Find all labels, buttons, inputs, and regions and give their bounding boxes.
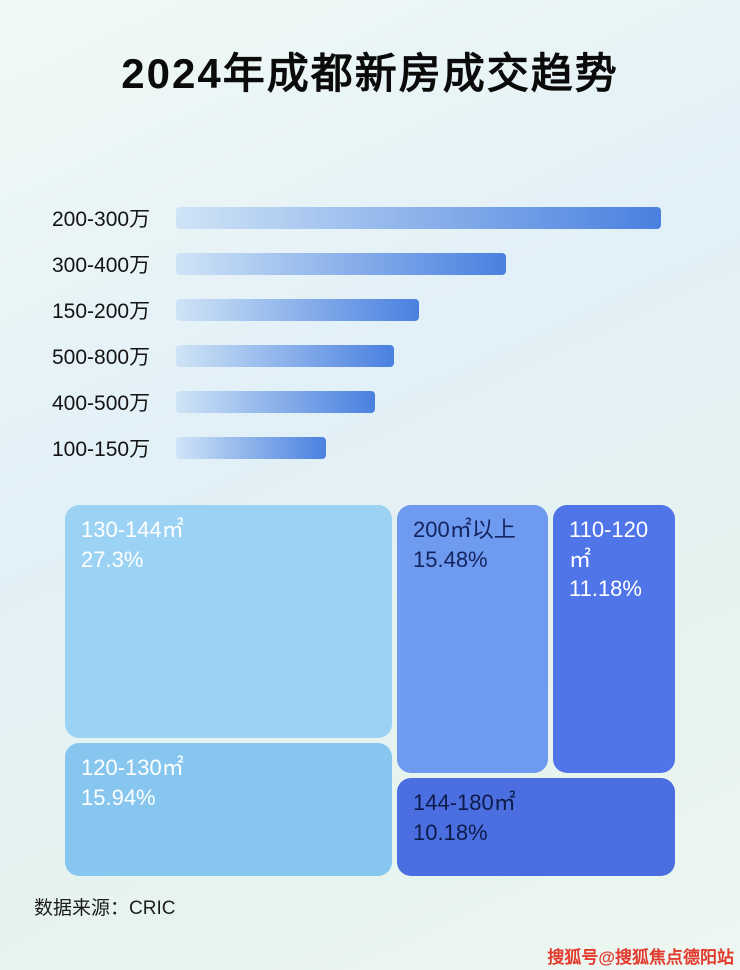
treemap-block-200plus: 200㎡以上 15.48% — [397, 505, 548, 773]
price-band-bar-chart: 200-300万 300-400万 150-200万 500-800万 400-… — [52, 195, 740, 471]
bar-500-800w — [176, 345, 394, 367]
page-title: 2024年成都新房成交趋势 — [121, 50, 619, 97]
block-value: 11.18% — [569, 576, 642, 602]
bar-row: 300-400万 — [52, 241, 740, 287]
bar-category-label: 200-300万 — [52, 208, 151, 231]
data-source-label: 数据来源：CRIC — [34, 898, 176, 919]
bar-row: 200-300万 — [52, 195, 740, 241]
treemap-block-110-120: 110-120㎡ 11.18% — [553, 505, 675, 773]
block-label: 130-144㎡ — [81, 517, 184, 542]
bar-400-500w — [176, 391, 375, 413]
block-value: 15.48% — [413, 546, 488, 572]
block-label: 110-120㎡ — [569, 517, 649, 572]
treemap-block-130-144: 130-144㎡ 27.3% — [65, 505, 392, 738]
bar-100-150w — [176, 437, 326, 459]
bar-category-label: 500-800万 — [52, 346, 151, 369]
bar-row: 500-800万 — [52, 333, 740, 379]
bar-category-label: 300-400万 — [52, 254, 151, 277]
area-size-treemap: 130-144㎡ 27.3% 200㎡以上 15.48% 110-120㎡ 11… — [65, 505, 675, 876]
block-label: 200㎡以上 — [413, 517, 516, 542]
block-label: 120-130㎡ — [81, 755, 184, 780]
bar-category-label: 150-200万 — [52, 300, 151, 323]
bar-150-200w — [176, 299, 419, 321]
watermark-text: 搜狐号@搜狐焦点德阳站 — [547, 948, 734, 967]
bar-row: 150-200万 — [52, 287, 740, 333]
block-value: 10.18% — [413, 819, 488, 845]
treemap-block-120-130: 120-130㎡ 15.94% — [65, 743, 392, 876]
bar-row: 100-150万 — [52, 425, 740, 471]
bar-row: 400-500万 — [52, 379, 740, 425]
bar-category-label: 100-150万 — [52, 438, 151, 461]
block-value: 15.94% — [81, 784, 156, 810]
treemap-block-144-180: 144-180㎡ 10.18% — [397, 778, 675, 876]
bar-300-400w — [176, 253, 506, 275]
block-value: 27.3% — [81, 546, 144, 572]
bar-category-label: 400-500万 — [52, 392, 151, 415]
bar-200-300w — [176, 207, 661, 229]
block-label: 144-180㎡ — [413, 790, 516, 815]
